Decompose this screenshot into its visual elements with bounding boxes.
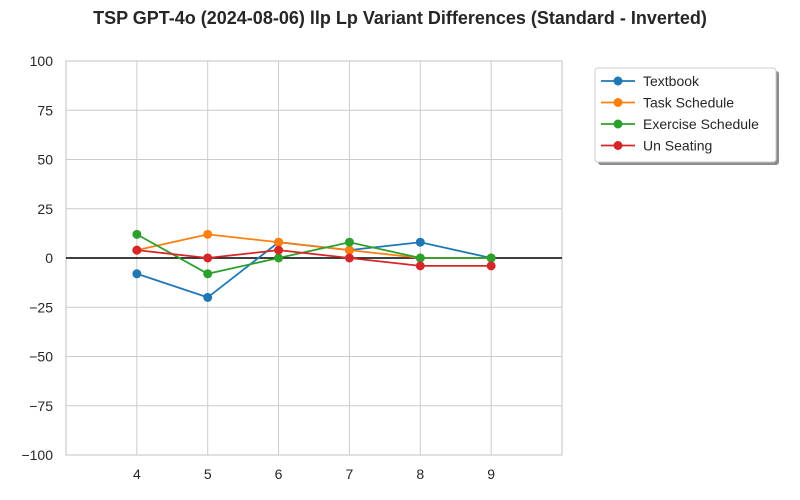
- y-tick-label: 75: [37, 102, 53, 118]
- data-point: [132, 269, 142, 279]
- legend-swatch-marker: [613, 119, 623, 129]
- series-un-seating: [132, 245, 496, 271]
- legend-swatch-marker: [613, 76, 623, 86]
- data-point: [274, 253, 284, 263]
- y-tick-label: 0: [45, 250, 53, 266]
- legend-swatch-marker: [613, 141, 623, 150]
- data-point: [486, 253, 496, 263]
- series-line: [136, 233, 492, 275]
- data-point: [203, 269, 213, 279]
- data-point: [203, 292, 213, 302]
- legend-label: Exercise Schedule: [643, 116, 759, 132]
- legend-swatch-marker: [613, 98, 623, 107]
- legend-item: Exercise Schedule: [601, 116, 759, 132]
- y-tick-label: −75: [29, 398, 53, 414]
- legend-item: Un Seating: [601, 138, 712, 154]
- x-tick-label: 9: [487, 466, 495, 482]
- legend: Textbook Task Schedule Exercise Schedule Un…: [594, 67, 779, 165]
- data-point: [486, 261, 496, 271]
- data-point: [415, 237, 425, 247]
- data-point: [274, 237, 284, 247]
- data-point: [132, 229, 142, 239]
- x-tick-label: 5: [204, 466, 212, 482]
- series: [132, 229, 496, 302]
- data-point: [274, 245, 284, 255]
- data-point: [203, 229, 213, 239]
- data-point: [344, 245, 354, 255]
- legend-label: Textbook: [643, 73, 700, 89]
- data-point: [415, 261, 425, 271]
- x-tick-label: 4: [133, 466, 141, 482]
- series-line: [136, 249, 492, 267]
- data-point: [415, 253, 425, 263]
- data-point: [203, 253, 213, 263]
- legend-label: Task Schedule: [643, 95, 734, 111]
- y-tick-label: 25: [37, 201, 53, 217]
- y-tick-label: −50: [29, 349, 53, 365]
- data-point: [344, 253, 354, 263]
- series-textbook: [132, 237, 496, 302]
- x-tick-label: 6: [275, 466, 283, 482]
- legend-item: Task Schedule: [601, 95, 734, 111]
- legend-label: Un Seating: [643, 138, 712, 154]
- x-tick-label: 8: [416, 466, 424, 482]
- data-point: [132, 245, 142, 255]
- x-tick-label: 7: [346, 466, 354, 482]
- y-tick-label: 50: [37, 152, 53, 168]
- axes: 4 5 6 7 8 9 100 75 50 25 0 −25 −50 −75 −100: [21, 53, 563, 482]
- chart-title: TSP GPT-4o (2024-08-06) llp Lp Variant D…: [93, 8, 707, 28]
- legend-item: Textbook: [601, 73, 700, 89]
- y-tick-label: −25: [29, 299, 53, 315]
- legend-box: [594, 67, 777, 163]
- data-point: [344, 237, 354, 247]
- y-tick-label: 100: [30, 53, 54, 69]
- series-exercise-schedule: [132, 229, 496, 279]
- y-tick-label: −100: [21, 447, 53, 463]
